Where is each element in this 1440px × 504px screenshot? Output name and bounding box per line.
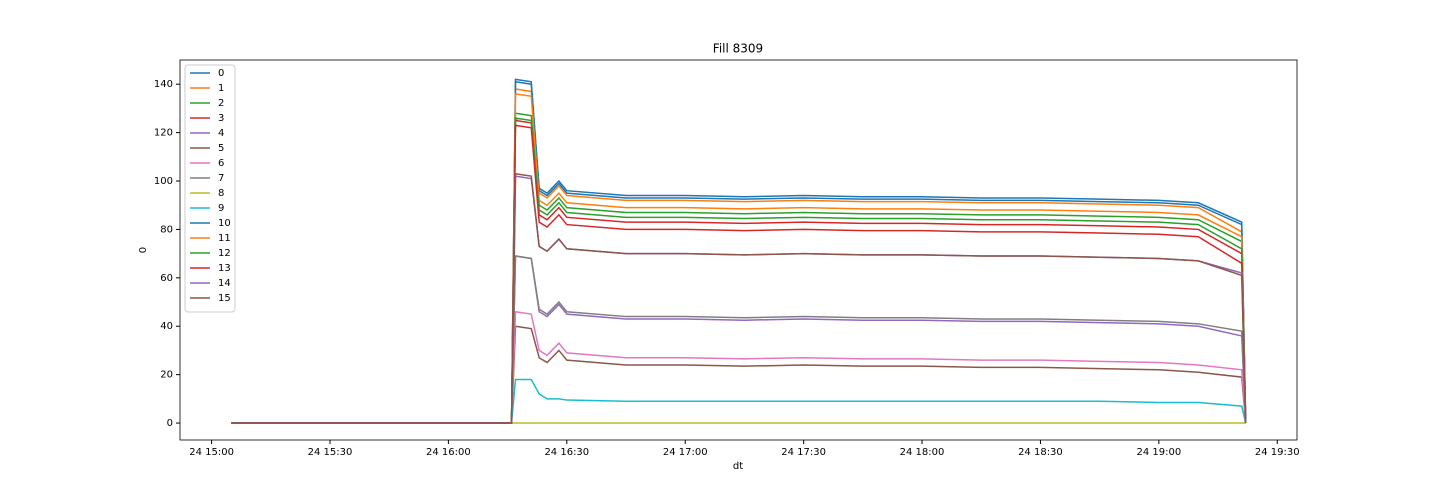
x-tick-label: 24 18:00 [900,447,945,458]
series-line [231,112,1247,424]
legend-label: 2 [218,98,224,109]
y-tick-label: 140 [154,79,173,90]
legend-label: 11 [218,233,231,244]
legend-label: 3 [218,113,224,124]
legend-label: 5 [218,143,224,154]
x-tick-label: 24 17:00 [663,447,708,458]
y-tick-label: 100 [154,176,173,187]
y-tick-label: 40 [160,321,173,332]
y-tick-label: 60 [160,273,173,284]
legend-label: 0 [218,68,224,79]
y-tick-label: 0 [167,418,173,429]
x-tick-label: 24 18:30 [1018,447,1063,458]
legend-label: 8 [218,188,224,199]
series-line [231,117,1247,424]
x-tick-label: 24 19:30 [1255,447,1300,458]
series-line [231,255,1247,424]
y-tick-label: 120 [154,128,173,139]
legend-label: 6 [218,158,224,169]
chart-title: Fill 8309 [713,42,763,56]
series-line [231,255,1247,424]
legend-label: 4 [218,128,224,139]
series-line [231,119,1247,424]
legend-label: 12 [218,248,231,259]
legend-label: 9 [218,203,224,214]
x-axis-label: dt [733,461,743,472]
x-tick-label: 24 15:00 [189,447,234,458]
series-line [231,310,1247,424]
legend-label: 15 [218,293,231,304]
series-line [231,80,1247,424]
legend-label: 1 [218,83,224,94]
legend-box [184,64,236,313]
legend-label: 14 [218,278,231,289]
legend-label: 13 [218,263,231,274]
y-tick-label: 80 [160,224,173,235]
x-tick-label: 24 19:00 [1136,447,1181,458]
series-line [231,378,1247,424]
series-line [231,88,1247,424]
legend-label: 7 [218,173,224,184]
plot-frame [179,59,1298,441]
series-line [231,325,1247,424]
x-tick-label: 24 16:30 [544,447,589,458]
legend-label: 10 [218,218,231,229]
y-tick-label: 20 [160,370,173,381]
y-axis-label: 0 [138,247,149,253]
series-line [231,124,1247,424]
x-tick-label: 24 15:30 [308,447,353,458]
x-tick-label: 24 16:00 [426,447,471,458]
series-line [231,78,1247,424]
series-line [231,93,1247,424]
series-line [231,172,1247,424]
x-tick-label: 24 17:30 [781,447,826,458]
